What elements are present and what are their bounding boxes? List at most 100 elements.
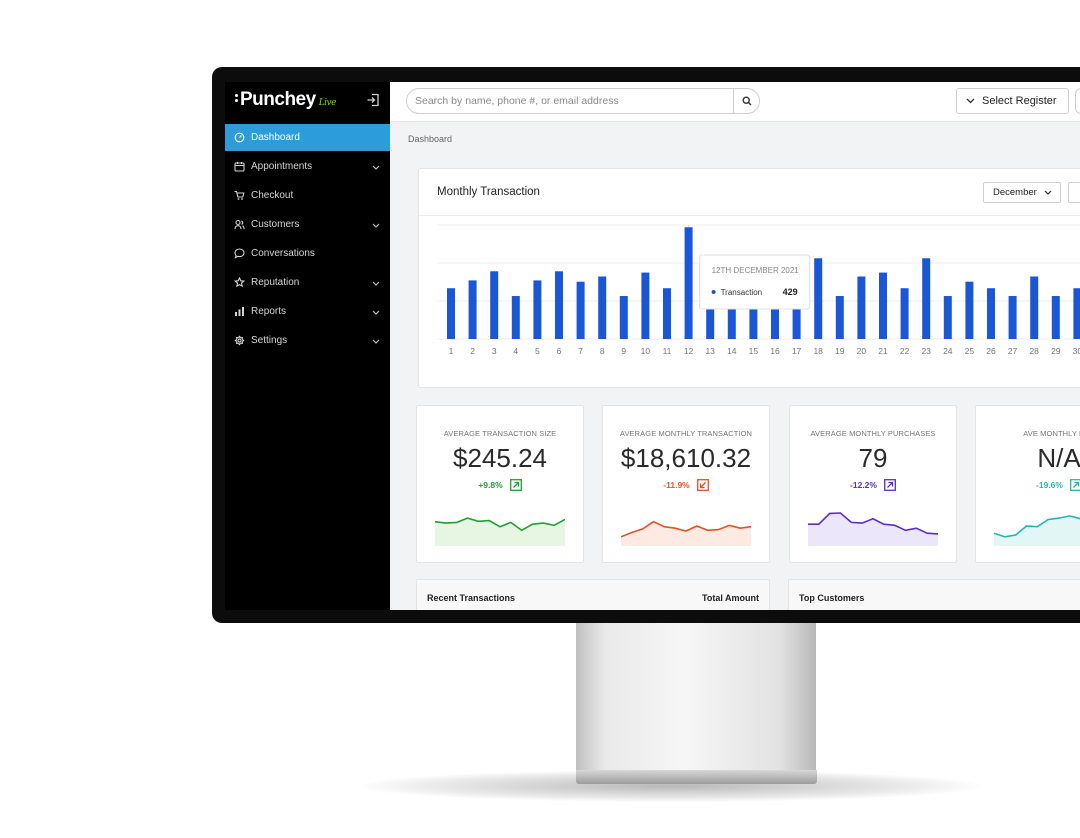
sidebar-item-settings[interactable]: Settings — [225, 327, 390, 354]
chevron-down-icon[interactable] — [372, 162, 380, 173]
select-register-button[interactable]: Select Register — [956, 88, 1069, 114]
tooltip-series: Transaction — [721, 288, 763, 297]
search-button[interactable] — [733, 89, 759, 113]
sparkline-line — [621, 520, 751, 538]
x-tick-label: 30 — [1073, 346, 1080, 356]
sidebar-item-reputation[interactable]: Reputation — [225, 269, 390, 296]
stat-change: -12.2% — [790, 479, 956, 491]
x-tick-label: 21 — [878, 346, 888, 356]
chevron-down-icon[interactable] — [372, 220, 380, 231]
chevron-down-icon[interactable] — [372, 278, 380, 289]
x-tick-label: 6 — [557, 346, 562, 356]
chart-bar[interactable] — [706, 288, 715, 339]
chart-bar[interactable] — [749, 296, 758, 339]
stat-change: -11.9% — [603, 479, 769, 491]
users-icon — [234, 219, 245, 230]
sparkline-area — [808, 513, 938, 546]
sidebar-item-label: Reports — [251, 306, 287, 317]
stat-value: 79 — [858, 443, 888, 473]
sidebar-item-appointments[interactable]: Appointments — [225, 153, 390, 180]
chart-bar[interactable] — [468, 280, 477, 339]
gear-icon — [234, 335, 245, 346]
x-tick-label: 26 — [986, 346, 996, 356]
chart-bar[interactable] — [835, 296, 844, 339]
x-tick-label: 29 — [1051, 346, 1061, 356]
stat-card[interactable]: AVERAGE MONTHLY TRANSACTION $18,610.32 -11… — [602, 405, 770, 563]
chart-bar[interactable] — [1030, 276, 1039, 339]
stat-title: AVERAGE MONTHLY TRANSACTION — [619, 429, 753, 438]
chart-bar[interactable] — [965, 281, 974, 339]
sparkline-line — [994, 515, 1080, 538]
chart-bar[interactable] — [987, 288, 995, 339]
year-select[interactable] — [1068, 182, 1080, 203]
chevron-down-icon[interactable] — [372, 336, 380, 347]
chart-bar[interactable] — [533, 280, 542, 339]
chart-bar[interactable] — [1008, 296, 1017, 339]
chart-bar[interactable] — [511, 296, 520, 339]
monitor-stand-base — [576, 770, 817, 784]
sidebar-item-label: Reputation — [251, 277, 300, 288]
chart-bar[interactable] — [727, 288, 736, 339]
chart-bar[interactable] — [1073, 288, 1080, 339]
sparkline-chart — [621, 520, 751, 546]
breadcrumb: Dashboard — [408, 134, 453, 144]
chart-bar[interactable] — [857, 276, 866, 339]
chart-bar[interactable] — [598, 276, 607, 339]
star-icon — [234, 277, 245, 288]
search-input[interactable] — [407, 89, 733, 113]
month-select[interactable]: December — [983, 182, 1061, 203]
x-tick-label: 10 — [641, 346, 651, 356]
chart-bar[interactable] — [879, 272, 887, 339]
sparkline-chart — [435, 517, 565, 546]
chart-bar[interactable] — [490, 271, 499, 339]
user-menu-button[interactable] — [1075, 88, 1080, 114]
chart-bar[interactable] — [900, 288, 909, 339]
chart-bar[interactable] — [555, 271, 563, 339]
trend-down-arrow-icon — [696, 479, 709, 491]
chart-bar[interactable] — [771, 288, 779, 339]
stat-change-value: -11.9% — [663, 480, 690, 490]
trend-up-arrow-icon — [884, 479, 896, 491]
stat-value: $18,610.32 — [620, 443, 752, 473]
x-tick-label: 1 — [449, 346, 454, 356]
stat-card[interactable]: AVERAGE MONTHLY PURCHASES 79 -12.2% — [789, 405, 957, 563]
stat-card[interactable]: AVERAGE TRANSACTION SIZE $245.24 +9.8% — [416, 405, 584, 563]
chart-bar[interactable] — [684, 227, 693, 339]
cart-icon — [234, 190, 245, 201]
sidebar-item-reports[interactable]: Reports — [225, 298, 390, 325]
stat-change-value: +9.8% — [478, 480, 503, 490]
stat-value: N/A — [1037, 443, 1080, 473]
chart-tooltip — [699, 254, 811, 310]
month-select-value: December — [993, 187, 1037, 198]
chart-bar[interactable] — [814, 258, 823, 339]
search-box — [406, 88, 760, 114]
x-tick-label: 27 — [1008, 346, 1018, 356]
sidebar-collapse-icon[interactable] — [366, 93, 380, 107]
total-amount-header: Total Amount — [702, 593, 759, 603]
chart-bar[interactable] — [1051, 296, 1060, 339]
stat-change: +9.8% — [417, 479, 583, 491]
x-tick-label: 3 — [492, 346, 497, 356]
x-tick-label: 18 — [813, 346, 823, 356]
x-tick-label: 15 — [749, 346, 759, 356]
chart-bar[interactable] — [792, 296, 801, 339]
chart-bar[interactable] — [641, 272, 650, 339]
app-screen: Punchey Live Dashboard Appointments Checkou… — [225, 82, 1080, 610]
sidebar-item-checkout[interactable]: Checkout — [225, 182, 390, 209]
chart-bar[interactable] — [922, 258, 931, 339]
punchey-logo[interactable]: Punchey Live — [235, 89, 336, 111]
x-tick-label: 22 — [900, 346, 910, 356]
sparkline-area — [621, 521, 751, 546]
stat-card[interactable]: AVE MONTHLY REV N/A -19.6% — [975, 405, 1080, 563]
dashboard-gauge-icon — [234, 132, 245, 143]
sidebar-item-customers[interactable]: Customers — [225, 211, 390, 238]
chart-bar[interactable] — [619, 296, 628, 339]
chart-bar[interactable] — [576, 281, 585, 339]
sidebar-item-dashboard[interactable]: Dashboard — [225, 124, 390, 151]
sparkline-line — [435, 517, 565, 532]
chevron-down-icon[interactable] — [372, 307, 380, 318]
chart-bar[interactable] — [447, 288, 455, 339]
chart-bar[interactable] — [663, 288, 671, 339]
sidebar-item-conversations[interactable]: Conversations — [225, 240, 390, 267]
chart-bar[interactable] — [943, 296, 952, 339]
